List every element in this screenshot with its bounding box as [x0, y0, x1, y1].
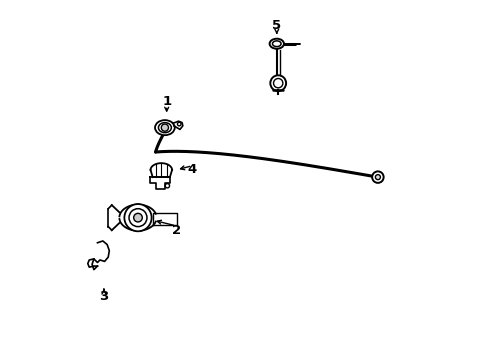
Circle shape — [161, 124, 168, 131]
Text: 2: 2 — [171, 224, 181, 237]
Circle shape — [270, 75, 285, 91]
Circle shape — [177, 122, 181, 126]
Circle shape — [375, 175, 380, 180]
Ellipse shape — [158, 123, 171, 133]
Text: 5: 5 — [272, 19, 281, 32]
Circle shape — [165, 184, 169, 188]
Circle shape — [129, 209, 147, 226]
Ellipse shape — [272, 41, 281, 46]
Text: 3: 3 — [99, 290, 108, 303]
Circle shape — [371, 171, 383, 183]
Ellipse shape — [155, 120, 174, 135]
Text: 4: 4 — [187, 163, 197, 176]
Circle shape — [124, 204, 151, 231]
Circle shape — [273, 78, 282, 88]
Text: 1: 1 — [162, 95, 171, 108]
Ellipse shape — [269, 39, 284, 49]
Circle shape — [133, 213, 142, 222]
